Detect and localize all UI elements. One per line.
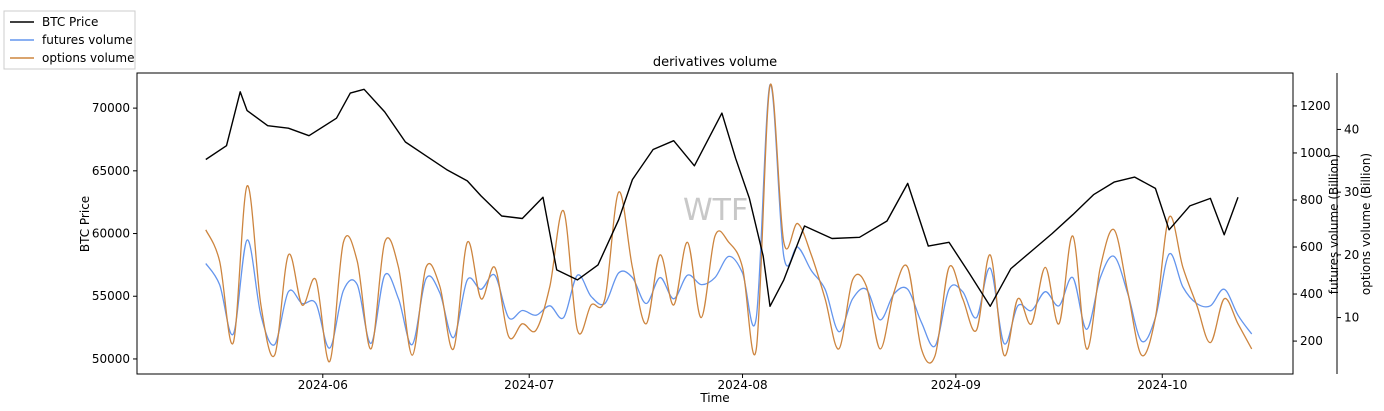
left-tick-label: 65000 <box>92 164 130 178</box>
left-axis-label: BTC Price <box>78 196 92 252</box>
right2-tick-label: 10 <box>1344 311 1359 325</box>
legend-label-options-volume: options volume <box>42 51 134 65</box>
chart-title: derivatives volume <box>653 55 777 70</box>
right2-tick-label: 20 <box>1344 248 1359 262</box>
right1-axis-label: futures volume (Billion) <box>1327 154 1341 294</box>
series-line-futures-volume <box>205 84 1253 349</box>
right1-axis-ticks: 200 400 600 800 1000 1200 <box>1293 99 1331 348</box>
left-tick-label: 70000 <box>92 101 130 115</box>
legend: BTC Price futures volume options volume <box>3 10 136 70</box>
right1-tick-label: 1000 <box>1300 146 1331 160</box>
x-tick-label: 2024-10 <box>1137 378 1187 392</box>
x-tick-label: 2024-09 <box>931 378 981 392</box>
x-axis-ticks: 2024-06 2024-07 2024-08 2024-09 2024-10 <box>298 374 1187 392</box>
x-tick-label: 2024-08 <box>717 378 767 392</box>
series-line-btc-price <box>205 88 1239 307</box>
right1-tick-label: 600 <box>1300 240 1323 254</box>
left-tick-label: 60000 <box>92 227 130 241</box>
right1-tick-label: 1200 <box>1300 99 1331 113</box>
left-tick-label: 55000 <box>92 289 130 303</box>
right2-axis-label: options volume (Billion) <box>1359 153 1373 295</box>
right1-tick-label: 400 <box>1300 287 1323 301</box>
right2-tick-label: 30 <box>1344 185 1359 199</box>
left-tick-label: 50000 <box>92 352 130 366</box>
right2-axis-ticks: 10 20 30 40 <box>1337 122 1359 325</box>
watermark: WTF <box>683 193 748 228</box>
legend-label-btc-price: BTC Price <box>42 15 98 29</box>
right1-tick-label: 200 <box>1300 334 1323 348</box>
right1-tick-label: 800 <box>1300 193 1323 207</box>
plot-frame <box>136 72 1294 375</box>
right2-tick-label: 40 <box>1344 122 1359 136</box>
left-axis-ticks: 50000 55000 60000 65000 70000 <box>92 101 137 366</box>
x-tick-label: 2024-06 <box>298 378 348 392</box>
series-line-options-volume <box>205 83 1253 364</box>
legend-label-futures-volume: futures volume <box>42 33 133 47</box>
x-tick-label: 2024-07 <box>504 378 554 392</box>
series-layer <box>205 83 1253 364</box>
x-axis-label: Time <box>699 391 729 405</box>
